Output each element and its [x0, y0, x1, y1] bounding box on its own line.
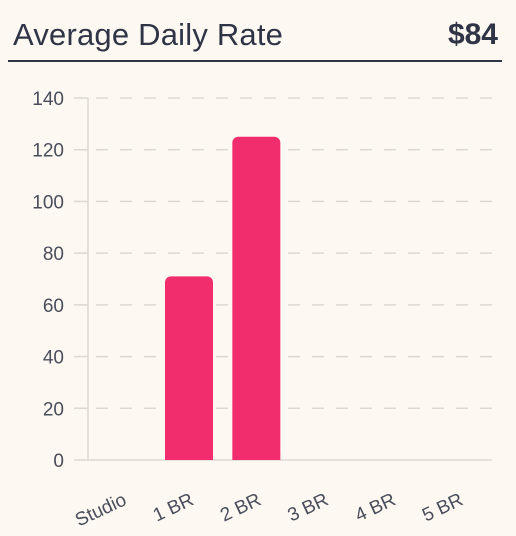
x-tick-label: 5 BR	[419, 489, 466, 526]
y-tick-label: 100	[32, 192, 64, 213]
headline-value: $84	[447, 18, 498, 51]
x-tick-label: 3 BR	[285, 489, 332, 526]
bar-1-br[interactable]	[165, 276, 213, 460]
y-tick-label: 40	[43, 348, 64, 369]
bar-2-br[interactable]	[232, 136, 281, 461]
card-header: Average Daily Rate $84	[8, 10, 502, 62]
x-axis-ticks: Studio 1 BR 2 BR 3 BR 4 BR 5 BR	[72, 489, 466, 531]
y-tick-label: 120	[32, 141, 64, 162]
y-tick-label: 140	[32, 89, 64, 110]
bars	[165, 136, 281, 461]
x-tick-label: 1 BR	[150, 489, 197, 526]
x-tick-label: Studio	[72, 489, 130, 531]
y-axis-ticks: 0 20 40 60 80 100 120 140	[32, 89, 64, 472]
y-tick-label: 20	[43, 399, 64, 420]
y-tick-label: 80	[43, 244, 64, 265]
x-tick-label: 2 BR	[217, 489, 264, 526]
bar-base	[165, 454, 213, 460]
x-tick-label: 4 BR	[352, 489, 399, 526]
grid-lines	[74, 97, 492, 461]
y-tick-label: 60	[43, 296, 64, 317]
card-title: Average Daily Rate	[13, 17, 284, 52]
y-tick-label: 0	[53, 451, 64, 472]
bar-base	[232, 454, 281, 460]
